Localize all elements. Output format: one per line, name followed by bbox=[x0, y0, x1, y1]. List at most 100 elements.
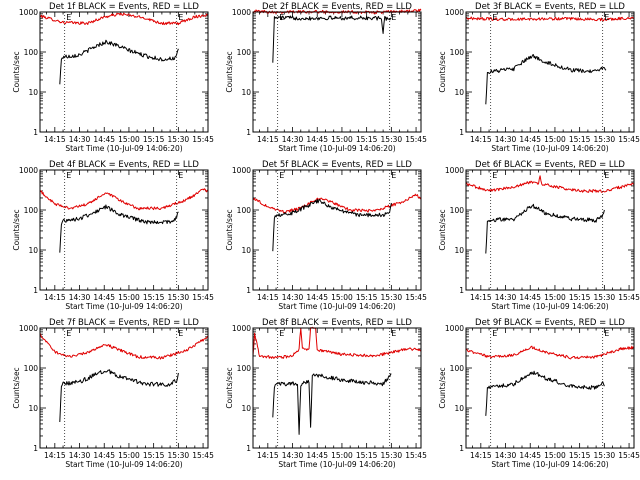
x-tick-label: 14:15 bbox=[44, 451, 66, 460]
x-tick-label: 14:45 bbox=[519, 135, 541, 144]
event-marker-label: E bbox=[604, 171, 609, 180]
y-tick-label: 100 bbox=[237, 48, 252, 57]
x-tick-label: 14:45 bbox=[306, 293, 328, 302]
y-tick-label: 1 bbox=[459, 286, 464, 295]
y-tick-label: 1000 bbox=[445, 166, 464, 175]
y-tick-label: 10 bbox=[241, 404, 251, 413]
events-series-line bbox=[485, 203, 605, 254]
y-axis-label: Counts/sec bbox=[438, 367, 447, 408]
y-tick-label: 1000 bbox=[19, 8, 38, 17]
plot-frame bbox=[39, 11, 209, 133]
y-tick-label: 10 bbox=[241, 246, 251, 255]
x-tick-label: 14:15 bbox=[44, 293, 66, 302]
lld-series-line bbox=[39, 188, 209, 211]
x-tick-label: 15:15 bbox=[356, 293, 378, 302]
x-tick-label: 15:00 bbox=[118, 293, 140, 302]
x-tick-label: 14:30 bbox=[69, 135, 91, 144]
x-tick-label: 15:15 bbox=[143, 135, 165, 144]
x-tick-label: 14:15 bbox=[257, 293, 279, 302]
y-tick-label: 10 bbox=[28, 246, 38, 255]
lld-series-line bbox=[252, 326, 422, 359]
x-tick-label: 14:30 bbox=[282, 135, 304, 144]
y-tick-label: 1 bbox=[246, 286, 251, 295]
y-tick-label: 1000 bbox=[19, 166, 38, 175]
x-tick-label: 15:30 bbox=[168, 293, 190, 302]
x-tick-label: 15:30 bbox=[381, 135, 403, 144]
lld-series-line bbox=[465, 16, 635, 22]
y-tick-label: 1 bbox=[246, 444, 251, 453]
x-tick-label: 14:30 bbox=[69, 451, 91, 460]
y-tick-label: 100 bbox=[237, 206, 252, 215]
event-marker-label: E bbox=[492, 329, 497, 338]
x-tick-label: 14:30 bbox=[69, 293, 91, 302]
x-tick-label: 15:00 bbox=[544, 293, 566, 302]
x-tick-label: 15:30 bbox=[168, 451, 190, 460]
plot-frame bbox=[252, 169, 422, 291]
y-axis-label: Counts/sec bbox=[12, 51, 21, 92]
plot-frame bbox=[465, 327, 635, 449]
y-tick-label: 1 bbox=[459, 128, 464, 137]
y-tick-label: 100 bbox=[24, 48, 39, 57]
x-tick-label: 15:30 bbox=[594, 135, 616, 144]
y-tick-label: 1000 bbox=[445, 324, 464, 333]
y-tick-label: 100 bbox=[24, 364, 39, 373]
y-tick-label: 10 bbox=[454, 88, 464, 97]
events-series-line bbox=[272, 15, 392, 63]
y-tick-label: 1 bbox=[33, 444, 38, 453]
x-tick-label: 15:45 bbox=[405, 451, 427, 460]
x-tick-label: 14:45 bbox=[306, 451, 328, 460]
y-tick-label: 1000 bbox=[232, 324, 251, 333]
panel-title: Det 4f BLACK = Events, RED = LLD bbox=[49, 160, 199, 170]
x-tick-label: 15:45 bbox=[192, 451, 214, 460]
panel-title: Det 6f BLACK = Events, RED = LLD bbox=[475, 160, 625, 170]
lld-series-line bbox=[252, 193, 422, 214]
plot-frame bbox=[39, 327, 209, 449]
y-tick-label: 100 bbox=[450, 206, 465, 215]
x-tick-label: 15:30 bbox=[168, 135, 190, 144]
y-tick-label: 1 bbox=[459, 444, 464, 453]
x-axis-label: Start Time (10-Jul-09 14:06:20) bbox=[278, 144, 395, 153]
x-tick-label: 15:30 bbox=[381, 451, 403, 460]
x-tick-label: 15:00 bbox=[331, 135, 353, 144]
event-marker-label: E bbox=[391, 13, 396, 22]
events-series-line bbox=[272, 199, 392, 252]
y-axis-label: Counts/sec bbox=[12, 209, 21, 250]
x-tick-label: 14:30 bbox=[495, 293, 517, 302]
x-tick-label: 15:30 bbox=[381, 293, 403, 302]
event-marker-label: E bbox=[66, 171, 71, 180]
event-marker-label: E bbox=[391, 171, 396, 180]
y-tick-label: 10 bbox=[241, 88, 251, 97]
x-tick-label: 15:15 bbox=[569, 135, 591, 144]
events-series-line bbox=[59, 369, 179, 423]
plot-frame bbox=[39, 169, 209, 291]
panel-title: Det 2f BLACK = Events, RED = LLD bbox=[262, 2, 412, 12]
event-marker-label: E bbox=[66, 13, 71, 22]
x-tick-label: 15:30 bbox=[594, 451, 616, 460]
y-axis-label: Counts/sec bbox=[12, 367, 21, 408]
x-tick-label: 14:45 bbox=[306, 135, 328, 144]
panel-title: Det 8f BLACK = Events, RED = LLD bbox=[262, 318, 412, 328]
x-tick-label: 15:15 bbox=[569, 451, 591, 460]
x-tick-label: 14:15 bbox=[470, 135, 492, 144]
x-tick-label: 14:30 bbox=[282, 451, 304, 460]
x-tick-label: 15:45 bbox=[405, 293, 427, 302]
events-series-line bbox=[59, 39, 179, 85]
x-tick-label: 14:45 bbox=[519, 451, 541, 460]
lld-series-line bbox=[39, 12, 208, 26]
x-tick-label: 15:00 bbox=[118, 451, 140, 460]
event-marker-label: E bbox=[178, 171, 183, 180]
event-marker-label: E bbox=[279, 13, 284, 22]
x-tick-label: 15:45 bbox=[192, 135, 214, 144]
x-tick-label: 15:45 bbox=[618, 135, 640, 144]
x-tick-label: 14:45 bbox=[93, 293, 115, 302]
event-marker-label: E bbox=[604, 329, 609, 338]
y-tick-label: 10 bbox=[454, 246, 464, 255]
x-axis-label: Start Time (10-Jul-09 14:06:20) bbox=[491, 144, 608, 153]
y-tick-label: 1000 bbox=[232, 8, 251, 17]
x-tick-label: 15:15 bbox=[143, 293, 165, 302]
y-axis-label: Counts/sec bbox=[225, 367, 234, 408]
panel-title: Det 1f BLACK = Events, RED = LLD bbox=[49, 2, 199, 12]
y-tick-label: 1 bbox=[246, 128, 251, 137]
panel-title: Det 7f BLACK = Events, RED = LLD bbox=[49, 318, 199, 328]
x-tick-label: 15:00 bbox=[118, 135, 140, 144]
